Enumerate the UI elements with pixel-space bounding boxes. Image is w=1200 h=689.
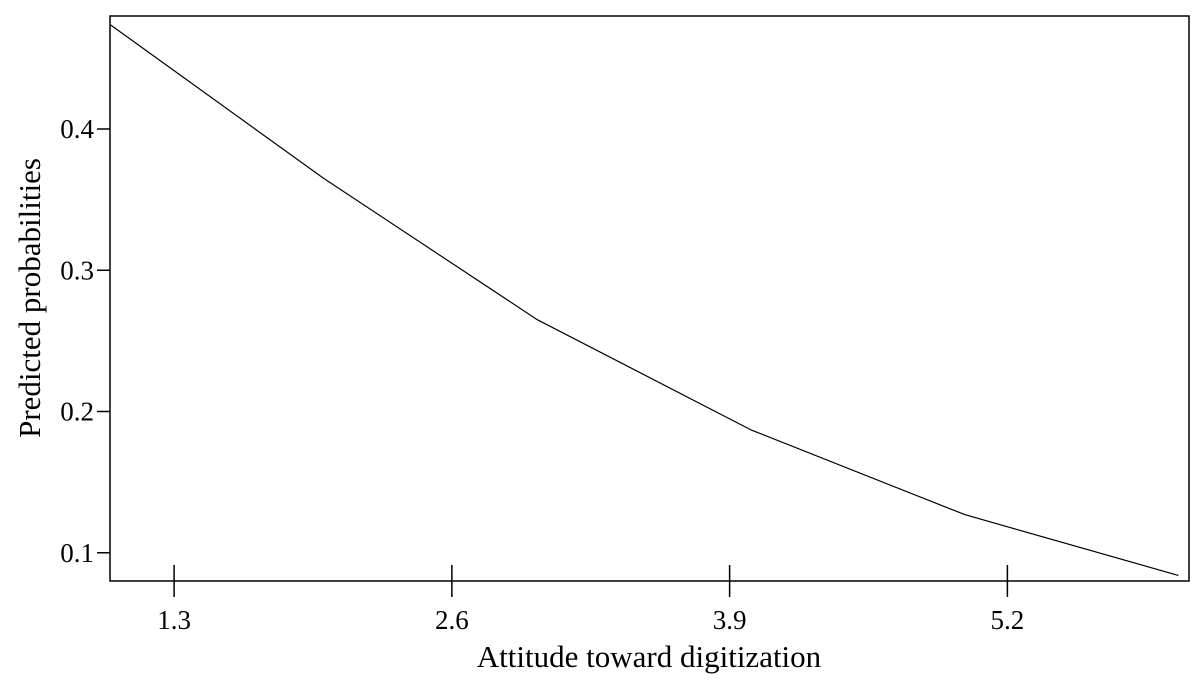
plot-frame <box>109 15 1190 582</box>
series-line <box>109 24 1179 576</box>
x-axis-title: Attitude toward digitization <box>477 639 822 674</box>
x-axis: 1.3 2.6 3.9 5.2 <box>157 565 1024 635</box>
y-tick-label: 0.2 <box>60 397 94 427</box>
y-tick-label: 0.1 <box>60 538 94 568</box>
y-tick-label: 0.4 <box>60 114 94 144</box>
y-axis-title: Predicted probabilities <box>12 158 47 438</box>
x-tick-label: 1.3 <box>157 605 191 635</box>
y-tick-label: 0.3 <box>60 255 94 285</box>
y-axis: 0.1 0.2 0.3 0.4 <box>60 114 110 568</box>
x-tick-label: 3.9 <box>713 605 747 635</box>
series-layer <box>109 24 1179 576</box>
x-tick-label: 5.2 <box>991 605 1025 635</box>
x-tick-label: 2.6 <box>435 605 469 635</box>
